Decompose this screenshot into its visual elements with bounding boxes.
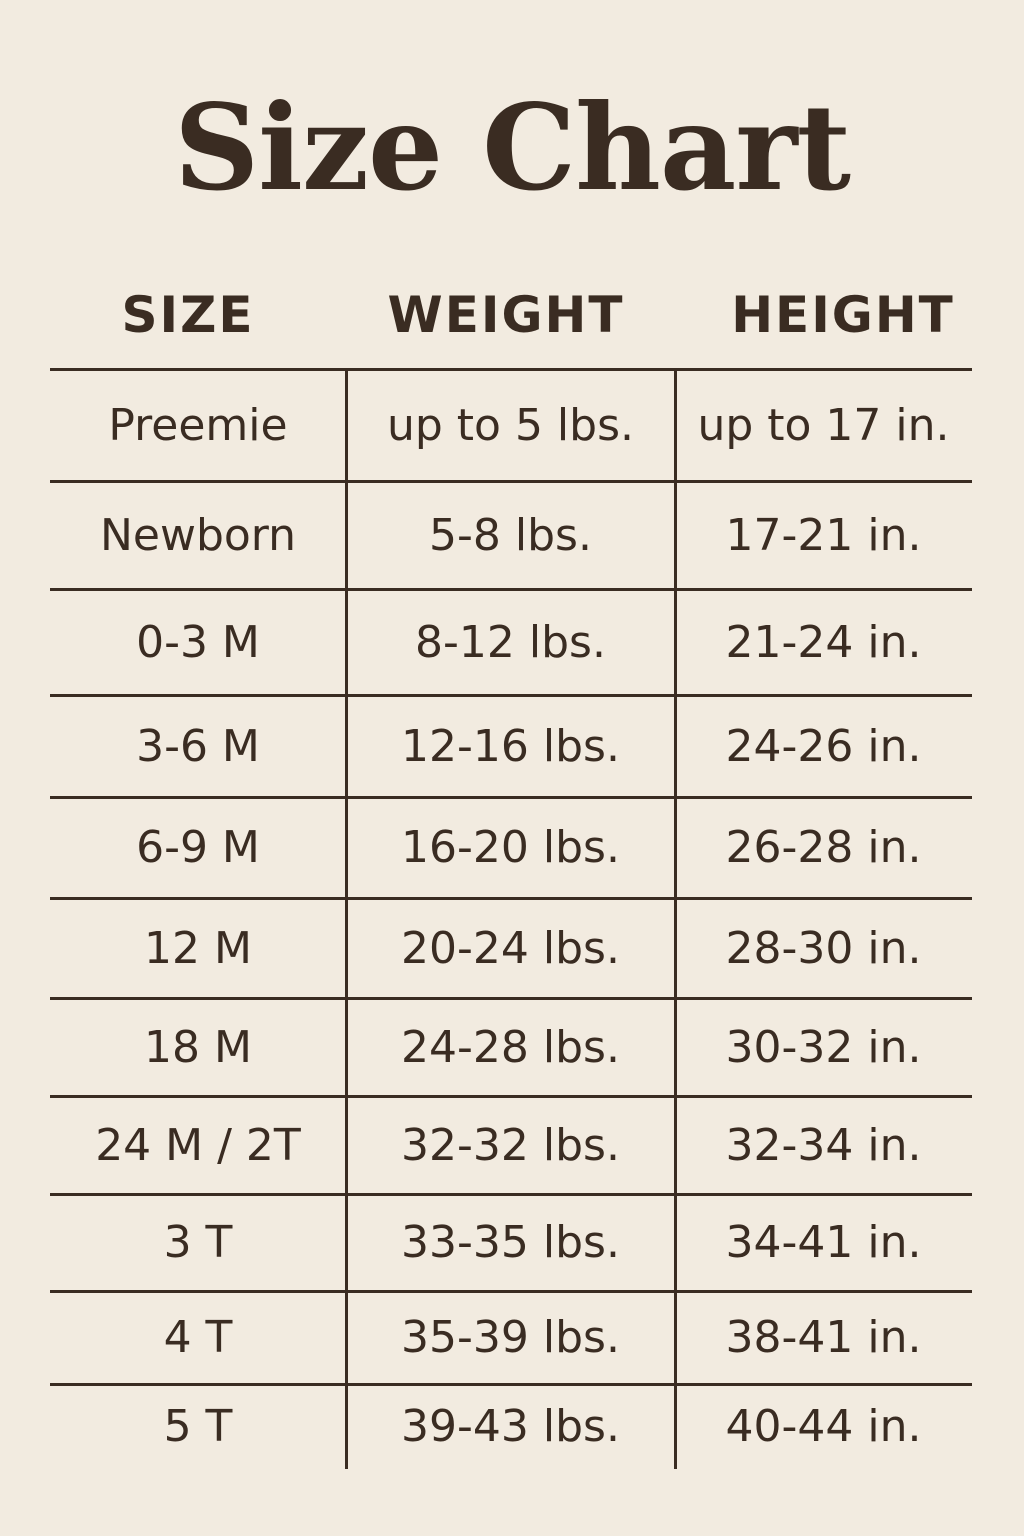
row-divider: [50, 1290, 972, 1293]
size-cell: 3-6 M: [136, 720, 260, 772]
weight-cell: 20-24 lbs.: [401, 922, 620, 974]
height-cell: 21-24 in.: [725, 616, 922, 668]
size-cell: 12 M: [144, 922, 252, 974]
row-divider: [50, 588, 972, 591]
height-cell: 28-30 in.: [725, 922, 922, 974]
weight-cell: 8-12 lbs.: [415, 616, 606, 668]
column-header-weight: WEIGHT: [387, 286, 625, 344]
column-divider: [674, 369, 677, 1469]
weight-cell: 33-35 lbs.: [401, 1217, 620, 1268]
row-divider: [50, 368, 972, 371]
size-cell: 3 T: [163, 1217, 233, 1268]
column-divider: [345, 369, 348, 1469]
height-cell: 17-21 in.: [725, 509, 922, 561]
column-header-height: HEIGHT: [731, 286, 955, 344]
row-divider: [50, 897, 972, 900]
weight-cell: 24-28 lbs.: [401, 1021, 620, 1073]
height-cell: 40-44 in.: [725, 1400, 922, 1452]
height-cell: up to 17 in.: [697, 399, 950, 451]
size-cell: 24 M / 2T: [95, 1119, 301, 1171]
row-divider: [50, 1383, 972, 1386]
height-cell: 24-26 in.: [725, 720, 922, 772]
row-divider: [50, 694, 972, 697]
row-divider: [50, 997, 972, 1000]
weight-cell: 39-43 lbs.: [401, 1400, 620, 1452]
row-divider: [50, 1193, 972, 1196]
height-cell: 34-41 in.: [725, 1217, 922, 1268]
height-cell: 32-34 in.: [725, 1119, 922, 1171]
size-cell: 4 T: [163, 1312, 233, 1363]
size-cell: 6-9 M: [136, 822, 260, 873]
weight-cell: 12-16 lbs.: [401, 720, 620, 772]
column-header-size: SIZE: [121, 286, 255, 344]
row-divider: [50, 1095, 972, 1098]
row-divider: [50, 796, 972, 799]
height-cell: 30-32 in.: [725, 1021, 922, 1073]
height-cell: 38-41 in.: [725, 1312, 922, 1363]
size-cell: 0-3 M: [136, 616, 260, 668]
page-title: Size Chart: [173, 78, 851, 217]
height-cell: 26-28 in.: [725, 822, 922, 873]
size-cell: Newborn: [99, 509, 297, 561]
weight-cell: 32-32 lbs.: [401, 1119, 620, 1171]
weight-cell: 16-20 lbs.: [401, 822, 620, 873]
weight-cell: 35-39 lbs.: [401, 1312, 620, 1363]
weight-cell: 5-8 lbs.: [429, 509, 592, 561]
weight-cell: up to 5 lbs.: [386, 399, 634, 451]
size-cell: Preemie: [108, 399, 288, 451]
size-cell: 5 T: [163, 1400, 233, 1452]
row-divider: [50, 480, 972, 483]
size-cell: 18 M: [144, 1021, 252, 1073]
